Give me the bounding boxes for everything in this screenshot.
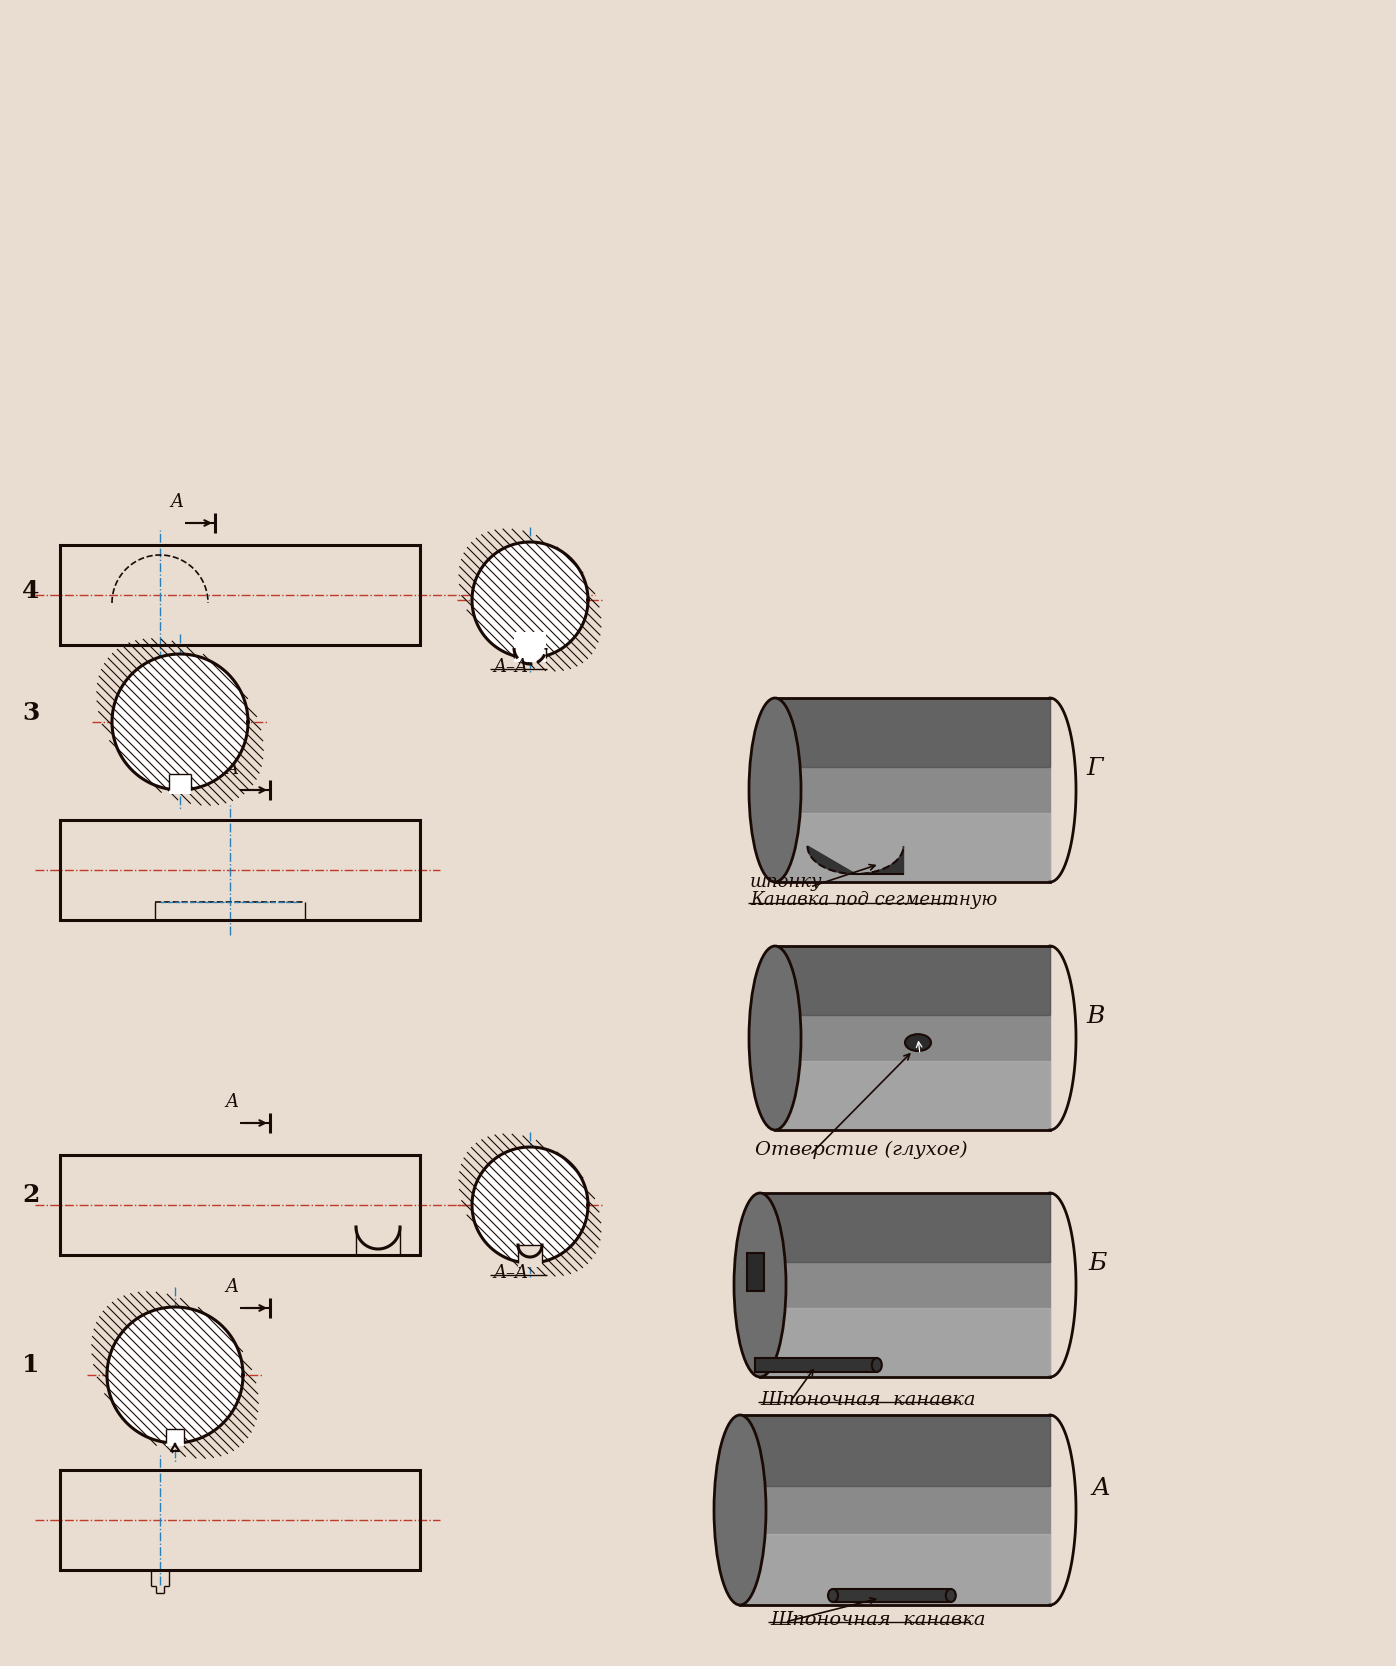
Bar <box>514 631 546 661</box>
Text: 4: 4 <box>22 580 39 603</box>
Polygon shape <box>112 655 248 790</box>
Polygon shape <box>759 1308 1050 1378</box>
Text: 3: 3 <box>22 701 39 725</box>
Bar <box>755 1358 877 1373</box>
Bar <box>166 1429 184 1446</box>
Polygon shape <box>759 1193 1050 1378</box>
Ellipse shape <box>750 698 801 881</box>
Ellipse shape <box>828 1589 838 1603</box>
Text: Б: Б <box>1087 1253 1107 1274</box>
Text: A: A <box>225 1278 237 1296</box>
Text: Отверстие (глухое): Отверстие (глухое) <box>755 1141 967 1160</box>
Ellipse shape <box>734 1193 786 1378</box>
Text: Шпоночная  канавка: Шпоночная канавка <box>771 1611 986 1629</box>
Text: A: A <box>225 1093 237 1111</box>
Polygon shape <box>775 698 1050 881</box>
Text: шпонку: шпонку <box>750 873 822 891</box>
Polygon shape <box>740 1414 1050 1604</box>
Text: A–A: A–A <box>493 658 528 676</box>
Text: Шпоночная  канавка: Шпоночная канавка <box>759 1391 976 1409</box>
Ellipse shape <box>713 1414 766 1604</box>
Bar <box>60 1155 420 1254</box>
Polygon shape <box>775 946 1050 1130</box>
Bar <box>60 820 420 920</box>
Polygon shape <box>775 813 1050 881</box>
Text: 2: 2 <box>22 1183 39 1206</box>
Polygon shape <box>472 541 588 658</box>
Bar <box>747 1253 764 1291</box>
Polygon shape <box>807 846 903 875</box>
Ellipse shape <box>946 1589 956 1603</box>
Polygon shape <box>775 1061 1050 1130</box>
Polygon shape <box>775 698 1050 766</box>
Bar <box>518 1245 542 1268</box>
Text: A–A: A–A <box>493 1264 528 1283</box>
Polygon shape <box>759 1193 1050 1263</box>
Bar <box>60 545 420 645</box>
Ellipse shape <box>750 946 801 1130</box>
Ellipse shape <box>905 1035 931 1051</box>
Text: А: А <box>1092 1478 1110 1499</box>
Polygon shape <box>740 1534 1050 1604</box>
Bar <box>833 1589 951 1603</box>
Text: В: В <box>1086 1005 1104 1028</box>
Polygon shape <box>472 1146 588 1263</box>
Text: A: A <box>170 493 183 511</box>
Polygon shape <box>107 1308 243 1443</box>
Bar <box>169 775 191 795</box>
Ellipse shape <box>871 1358 882 1373</box>
Polygon shape <box>775 946 1050 1015</box>
Text: A: A <box>225 760 237 778</box>
Text: Г: Г <box>1086 756 1103 780</box>
Polygon shape <box>740 1414 1050 1486</box>
Bar <box>60 1469 420 1569</box>
Text: 1: 1 <box>22 1353 39 1378</box>
Text: Канавка под сегментную: Канавка под сегментную <box>750 891 997 910</box>
